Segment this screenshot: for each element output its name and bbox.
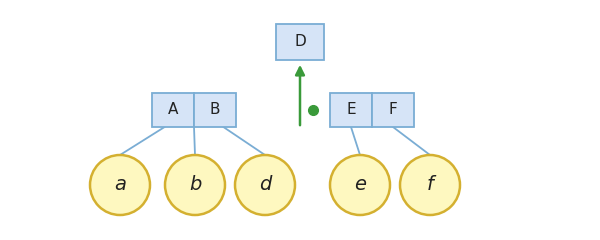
Text: D: D	[294, 35, 306, 49]
Text: d: d	[259, 175, 271, 194]
Circle shape	[90, 155, 150, 215]
Bar	[276, 24, 324, 60]
Text: B: B	[210, 102, 220, 118]
Text: f: f	[427, 175, 433, 194]
Circle shape	[235, 155, 295, 215]
Bar	[330, 93, 372, 127]
Text: A: A	[168, 102, 178, 118]
Bar	[194, 93, 236, 127]
Bar	[372, 93, 414, 127]
Text: E: E	[346, 102, 356, 118]
Circle shape	[330, 155, 390, 215]
Text: b: b	[189, 175, 201, 194]
Text: e: e	[354, 175, 366, 194]
Circle shape	[400, 155, 460, 215]
Bar	[152, 93, 194, 127]
Text: a: a	[114, 175, 126, 194]
Circle shape	[165, 155, 225, 215]
Text: F: F	[389, 102, 397, 118]
